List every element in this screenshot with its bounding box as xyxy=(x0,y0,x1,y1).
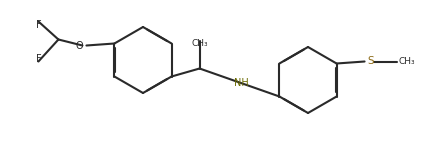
Text: F: F xyxy=(36,20,41,30)
Text: CH₃: CH₃ xyxy=(399,57,415,66)
Text: O: O xyxy=(76,41,83,51)
Text: S: S xyxy=(368,56,374,66)
Text: F: F xyxy=(36,54,41,64)
Text: NH: NH xyxy=(234,77,249,87)
Text: CH₃: CH₃ xyxy=(191,39,208,47)
